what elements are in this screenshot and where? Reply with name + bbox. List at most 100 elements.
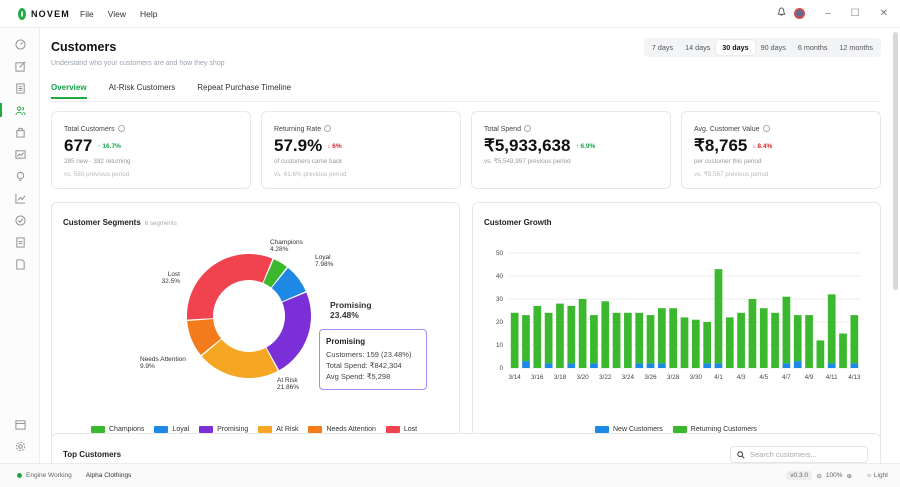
tab-repeat-purchase-timeline[interactable]: Repeat Purchase Timeline <box>197 83 292 92</box>
maximize-icon[interactable]: ☐ <box>850 8 860 19</box>
customers-icon[interactable] <box>14 104 26 116</box>
gear-icon[interactable] <box>14 440 26 452</box>
avatar[interactable] <box>794 8 806 19</box>
list-icon[interactable] <box>14 82 26 94</box>
bar-returning[interactable] <box>850 315 859 364</box>
donut-slice-needs-attention[interactable] <box>187 319 222 356</box>
donut-slice-lost[interactable] <box>187 254 273 320</box>
legend-item[interactable]: Promising <box>199 426 248 433</box>
bar-new[interactable] <box>782 363 791 368</box>
menu-help[interactable]: Help <box>139 8 158 19</box>
bar-returning[interactable] <box>816 340 825 368</box>
bar-returning[interactable] <box>737 312 745 368</box>
range-30-days[interactable]: 30 days <box>716 40 755 55</box>
zoom-control[interactable]: ⊖ 100% ⊕ <box>816 472 852 480</box>
bar-new[interactable] <box>544 363 553 368</box>
bar-returning[interactable] <box>510 312 519 368</box>
bar-returning[interactable] <box>658 308 666 364</box>
bar-returning[interactable] <box>578 299 587 368</box>
bar-new[interactable] <box>590 363 598 368</box>
bar-returning[interactable] <box>612 312 621 368</box>
bar-returning[interactable] <box>748 299 757 368</box>
bar-returning[interactable] <box>839 333 847 369</box>
bar-new[interactable] <box>793 361 802 368</box>
calendar-icon[interactable] <box>14 418 26 430</box>
x-tick-label: 4/11 <box>826 374 838 381</box>
bar-new[interactable] <box>850 363 859 368</box>
range-14-days[interactable]: 14 days <box>685 43 711 52</box>
bar-returning[interactable] <box>725 317 734 368</box>
bar-returning[interactable] <box>567 305 576 364</box>
bar-returning[interactable] <box>556 303 564 368</box>
info-icon[interactable] <box>523 125 531 132</box>
minimize-icon[interactable]: – <box>825 8 831 19</box>
donut-slice-promising[interactable] <box>266 292 311 371</box>
tab-overview[interactable]: Overview <box>51 83 87 99</box>
bar-returning[interactable] <box>827 294 836 364</box>
menu-view[interactable]: View <box>107 8 126 19</box>
donut-slice-at-risk[interactable] <box>201 339 278 378</box>
bar-returning[interactable] <box>624 312 632 368</box>
bar-new[interactable] <box>703 363 711 368</box>
bar-new[interactable] <box>658 363 666 368</box>
bar-new[interactable] <box>827 363 836 368</box>
bar-returning[interactable] <box>771 312 779 368</box>
bar-returning[interactable] <box>805 315 813 368</box>
bar-returning[interactable] <box>635 312 644 364</box>
bar-returning[interactable] <box>601 301 610 368</box>
legend-item[interactable]: Lost <box>385 426 417 433</box>
menu-file[interactable]: File <box>80 8 94 19</box>
lightbulb-icon[interactable] <box>14 170 26 182</box>
bar-new[interactable] <box>567 363 576 368</box>
bar-returning[interactable] <box>669 308 678 368</box>
info-icon[interactable] <box>117 125 125 132</box>
bar-returning[interactable] <box>703 322 711 364</box>
bar-returning[interactable] <box>782 296 791 364</box>
close-icon[interactable]: ✕ <box>879 8 888 19</box>
bar-new[interactable] <box>646 363 655 368</box>
sidebar-active-indicator <box>0 103 2 117</box>
document-icon[interactable] <box>14 236 26 248</box>
bar-returning[interactable] <box>793 315 802 362</box>
bar-returning[interactable] <box>714 269 723 364</box>
legend-item[interactable]: Needs Attention <box>308 426 376 433</box>
bar-returning[interactable] <box>680 317 689 368</box>
legend-item[interactable]: Returning Customers <box>672 426 757 433</box>
donut-slice-loyal[interactable] <box>271 267 306 302</box>
shopping-bag-icon[interactable] <box>14 126 26 138</box>
theme-toggle[interactable]: ☼ Light <box>866 472 888 479</box>
report-icon[interactable] <box>14 258 26 270</box>
legend-item[interactable]: Loyal <box>154 426 189 433</box>
chart-icon[interactable] <box>14 148 26 160</box>
workspace-name[interactable]: Alpha Clothings <box>85 472 132 479</box>
range-90-days[interactable]: 90 days <box>760 43 786 52</box>
trend-icon[interactable] <box>14 192 26 204</box>
bar-returning[interactable] <box>522 315 530 362</box>
bar-new[interactable] <box>522 361 530 368</box>
legend-item[interactable]: New Customers <box>595 426 663 433</box>
legend-item[interactable]: Champions <box>91 426 144 433</box>
bar-returning[interactable] <box>533 305 542 368</box>
donut-slice-champions[interactable] <box>263 259 287 288</box>
search-input[interactable]: Search customers... <box>730 446 868 463</box>
bar-returning[interactable] <box>590 315 598 364</box>
range-12-months[interactable]: 12 months <box>839 43 873 52</box>
dashboard-icon[interactable] <box>14 38 26 50</box>
edit-icon[interactable] <box>14 60 26 72</box>
bar-returning[interactable] <box>759 308 768 368</box>
info-icon[interactable] <box>324 125 332 132</box>
scrollbar[interactable] <box>893 32 898 290</box>
range-7-days[interactable]: 7 days <box>651 43 674 52</box>
info-icon[interactable] <box>762 125 770 132</box>
bar-new[interactable] <box>635 363 644 368</box>
check-circle-icon[interactable] <box>14 214 26 226</box>
bar-returning[interactable] <box>544 312 553 364</box>
tab-at-risk-customers[interactable]: At-Risk Customers <box>108 83 176 92</box>
bell-icon[interactable] <box>777 7 786 20</box>
legend-item[interactable]: At Risk <box>258 426 298 433</box>
bar-returning[interactable] <box>646 315 655 364</box>
bar-new[interactable] <box>714 363 723 368</box>
bar-returning[interactable] <box>691 319 700 368</box>
kpi-comparison: vs. ₹5,549,997 previous period <box>484 158 571 165</box>
range-6-months[interactable]: 6 months <box>797 43 828 52</box>
